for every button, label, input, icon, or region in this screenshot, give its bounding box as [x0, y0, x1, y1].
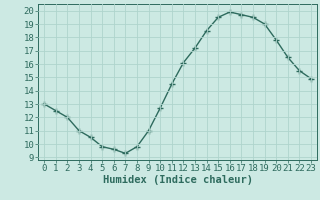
X-axis label: Humidex (Indice chaleur): Humidex (Indice chaleur) [103, 175, 252, 185]
